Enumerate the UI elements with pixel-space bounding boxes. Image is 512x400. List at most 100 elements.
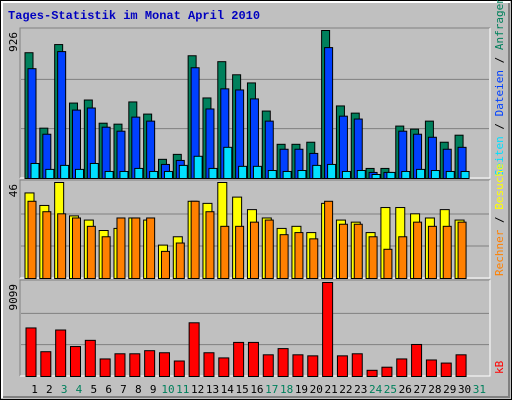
bar — [353, 223, 363, 280]
x-tick-label: 3 — [61, 383, 68, 396]
bar — [40, 351, 52, 377]
bar — [116, 217, 126, 279]
bar — [57, 213, 67, 280]
bar — [445, 170, 455, 180]
bar — [220, 225, 230, 279]
bar — [30, 162, 40, 179]
x-tick-label: 27 — [413, 383, 426, 396]
legend-entry: kB — [493, 360, 506, 374]
bar — [114, 353, 126, 377]
bar — [60, 164, 70, 179]
x-tick-label: 9 — [150, 383, 157, 396]
bar — [129, 353, 141, 377]
bar — [247, 341, 259, 378]
x-tick-label: 14 — [221, 383, 235, 396]
bar — [160, 250, 170, 280]
y-tick-label: 46 — [7, 184, 20, 197]
bar — [427, 225, 437, 279]
bar — [42, 211, 52, 279]
bar — [430, 170, 440, 179]
x-tick-label: 15 — [235, 383, 248, 396]
bar — [119, 170, 129, 180]
x-tick-label: 8 — [135, 383, 142, 396]
bar — [324, 47, 334, 179]
bar — [146, 217, 156, 279]
bar — [86, 225, 96, 279]
bar — [223, 146, 233, 180]
bar — [163, 170, 173, 180]
bar — [307, 355, 319, 377]
bar — [218, 357, 230, 377]
bar — [69, 346, 81, 377]
bar — [277, 348, 289, 377]
bar — [173, 360, 185, 377]
bar — [457, 221, 467, 279]
bar — [57, 51, 67, 179]
x-tick-label: 10 — [161, 383, 174, 396]
bar — [235, 225, 245, 279]
bar — [252, 165, 262, 180]
x-tick-label: 18 — [280, 383, 293, 396]
bar — [264, 219, 274, 279]
bar — [351, 353, 363, 377]
bar — [99, 358, 111, 377]
bar — [368, 236, 378, 279]
bar — [131, 217, 141, 279]
bar — [101, 236, 111, 279]
bar — [190, 200, 200, 279]
panel-edge-dark — [19, 179, 490, 278]
bar — [193, 155, 203, 179]
bar — [442, 225, 452, 279]
bar — [386, 171, 396, 179]
bar — [27, 68, 37, 179]
bar — [134, 167, 144, 180]
bar — [425, 359, 437, 377]
bar — [84, 339, 96, 378]
bar — [101, 126, 111, 179]
bevel-dark — [3, 3, 510, 398]
bar — [45, 168, 55, 179]
legend-entry: Besuche — [493, 163, 506, 209]
x-tick-label: 22 — [339, 383, 352, 396]
bar — [327, 163, 337, 180]
bar — [440, 362, 452, 377]
legend-separator: / — [493, 210, 506, 230]
x-tick-label: 1 — [31, 383, 38, 396]
legend: Rechner / Besuche — [493, 163, 506, 276]
x-tick-label: 24 — [369, 383, 383, 396]
bar — [279, 234, 289, 280]
bar — [264, 120, 274, 179]
legend-entry: Anfragen — [493, 0, 506, 50]
x-tick-label: 28 — [428, 383, 441, 396]
bar — [71, 217, 81, 279]
bar — [249, 221, 259, 279]
bar — [309, 238, 319, 279]
bar — [398, 236, 408, 279]
bar — [233, 341, 245, 378]
bar — [312, 164, 322, 179]
bar — [158, 352, 170, 377]
bar — [338, 223, 348, 280]
bar — [396, 358, 408, 377]
x-tick-label: 31 — [473, 383, 486, 396]
bar — [25, 327, 37, 378]
bar — [74, 168, 84, 179]
bar — [208, 167, 218, 180]
x-tick-label: 12 — [191, 383, 204, 396]
bar — [89, 162, 99, 179]
bar — [149, 170, 159, 180]
bar — [203, 352, 215, 377]
bar — [55, 329, 67, 378]
x-tick-label: 21 — [324, 383, 337, 396]
bar — [322, 282, 334, 377]
y-tick-label: 9099 — [7, 284, 20, 311]
bar — [366, 369, 378, 377]
legend: Seiten / Dateien / Anfragen — [493, 0, 506, 176]
bar — [175, 242, 185, 280]
y-tick-label: 926 — [7, 32, 20, 52]
bar — [413, 221, 423, 279]
x-tick-label: 25 — [384, 383, 397, 396]
legend-entry: Seiten — [493, 136, 506, 176]
bar — [144, 350, 156, 377]
